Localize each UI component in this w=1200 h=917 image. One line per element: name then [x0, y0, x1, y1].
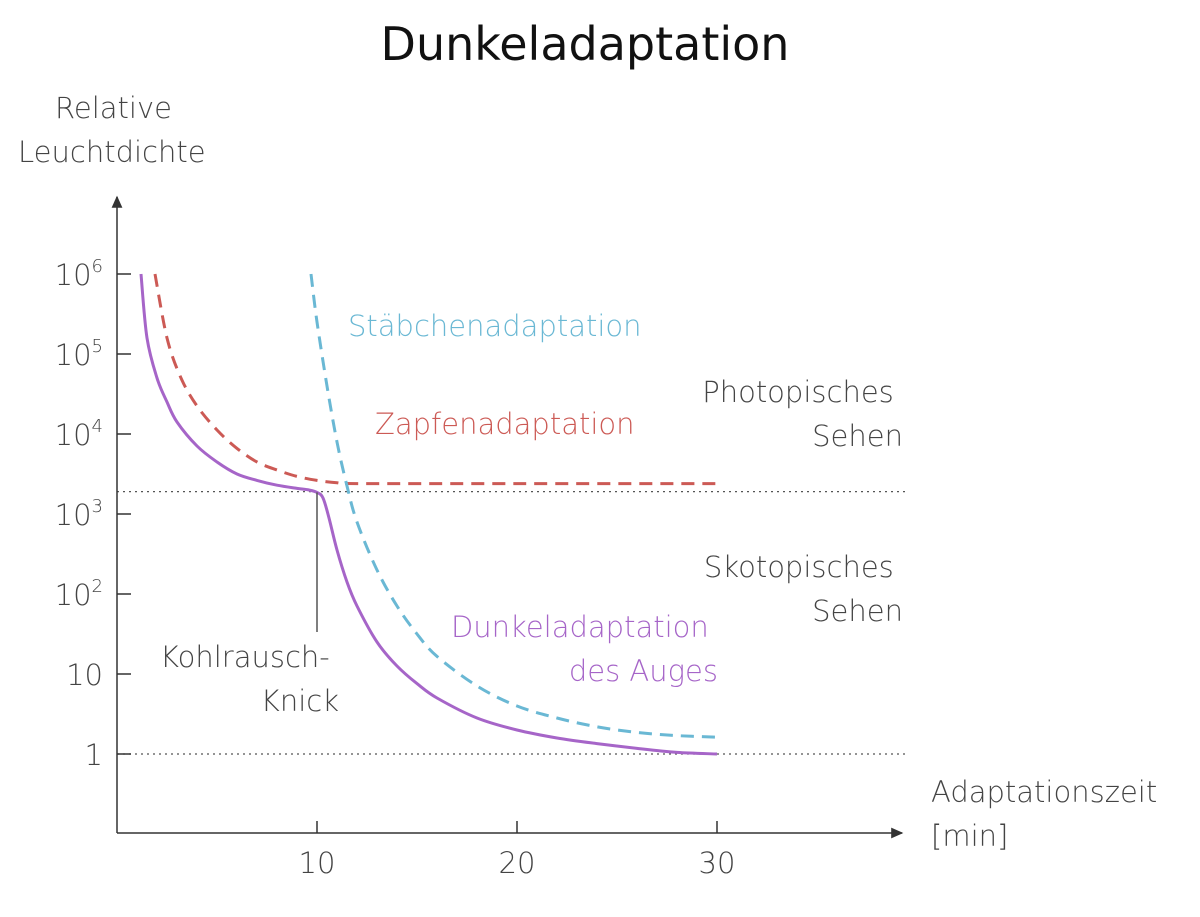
y-axis-label: Relative Leuchtdichte: [18, 91, 206, 169]
annotation-kohlrausch: Kohlrausch- Knick: [160, 640, 339, 718]
y-tick-label: 104: [55, 416, 103, 452]
annotation-kohlrausch-line-2: Knick: [261, 684, 339, 718]
annotation-kohlrausch-line-1: Kohlrausch-: [160, 640, 330, 674]
x-axis-label-line-2: [min]: [931, 819, 1008, 853]
y-tick-label: 1: [85, 738, 103, 772]
chart-title: Dunkeladaptation: [381, 17, 790, 71]
series-line-0: [153, 273, 717, 486]
label-dunkeladaptation-line-1: Dunkeladaptation: [451, 610, 709, 644]
series-line-2: [139, 273, 718, 756]
y-ticks: 1 10 102 103 104 105 106: [55, 256, 131, 772]
y-tick-label: 102: [55, 576, 103, 612]
annotation-photopic: Photopisches Sehen: [702, 375, 903, 453]
y-tick-label: 10: [66, 658, 103, 692]
label-staebchenadaptation: Stäbchenadaptation: [348, 309, 642, 343]
series-lines: [139, 273, 718, 756]
y-tick-label: 105: [55, 336, 103, 372]
y-tick-label: 106: [55, 256, 103, 292]
annotation-photopic-line-1: Photopisches: [702, 375, 894, 409]
x-tick-label: 30: [699, 846, 736, 880]
annotation-scotopic: Skotopisches Sehen: [704, 550, 903, 628]
axes: [111, 195, 904, 839]
y-axis-label-line-2: Leuchtdichte: [18, 135, 206, 169]
label-dunkeladaptation: Dunkeladaptation des Auges: [451, 610, 718, 688]
y-axis-label-line-1: Relative: [55, 91, 172, 125]
label-dunkeladaptation-line-2: des Auges: [569, 654, 718, 688]
annotation-photopic-line-2: Sehen: [812, 419, 903, 453]
label-zapfenadaptation: Zapfenadaptation: [375, 407, 635, 441]
annotation-scotopic-line-1: Skotopisches: [704, 550, 894, 584]
x-axis-label-line-1: Adaptationszeit: [931, 775, 1157, 809]
y-tick-label: 103: [55, 496, 103, 532]
series-line-1: [309, 273, 718, 739]
x-tick-label: 10: [299, 846, 336, 880]
x-ticks: 10 20 30: [299, 821, 736, 880]
annotation-scotopic-line-2: Sehen: [812, 594, 903, 628]
x-axis-label: Adaptationszeit [min]: [931, 775, 1166, 853]
x-tick-label: 20: [499, 846, 536, 880]
